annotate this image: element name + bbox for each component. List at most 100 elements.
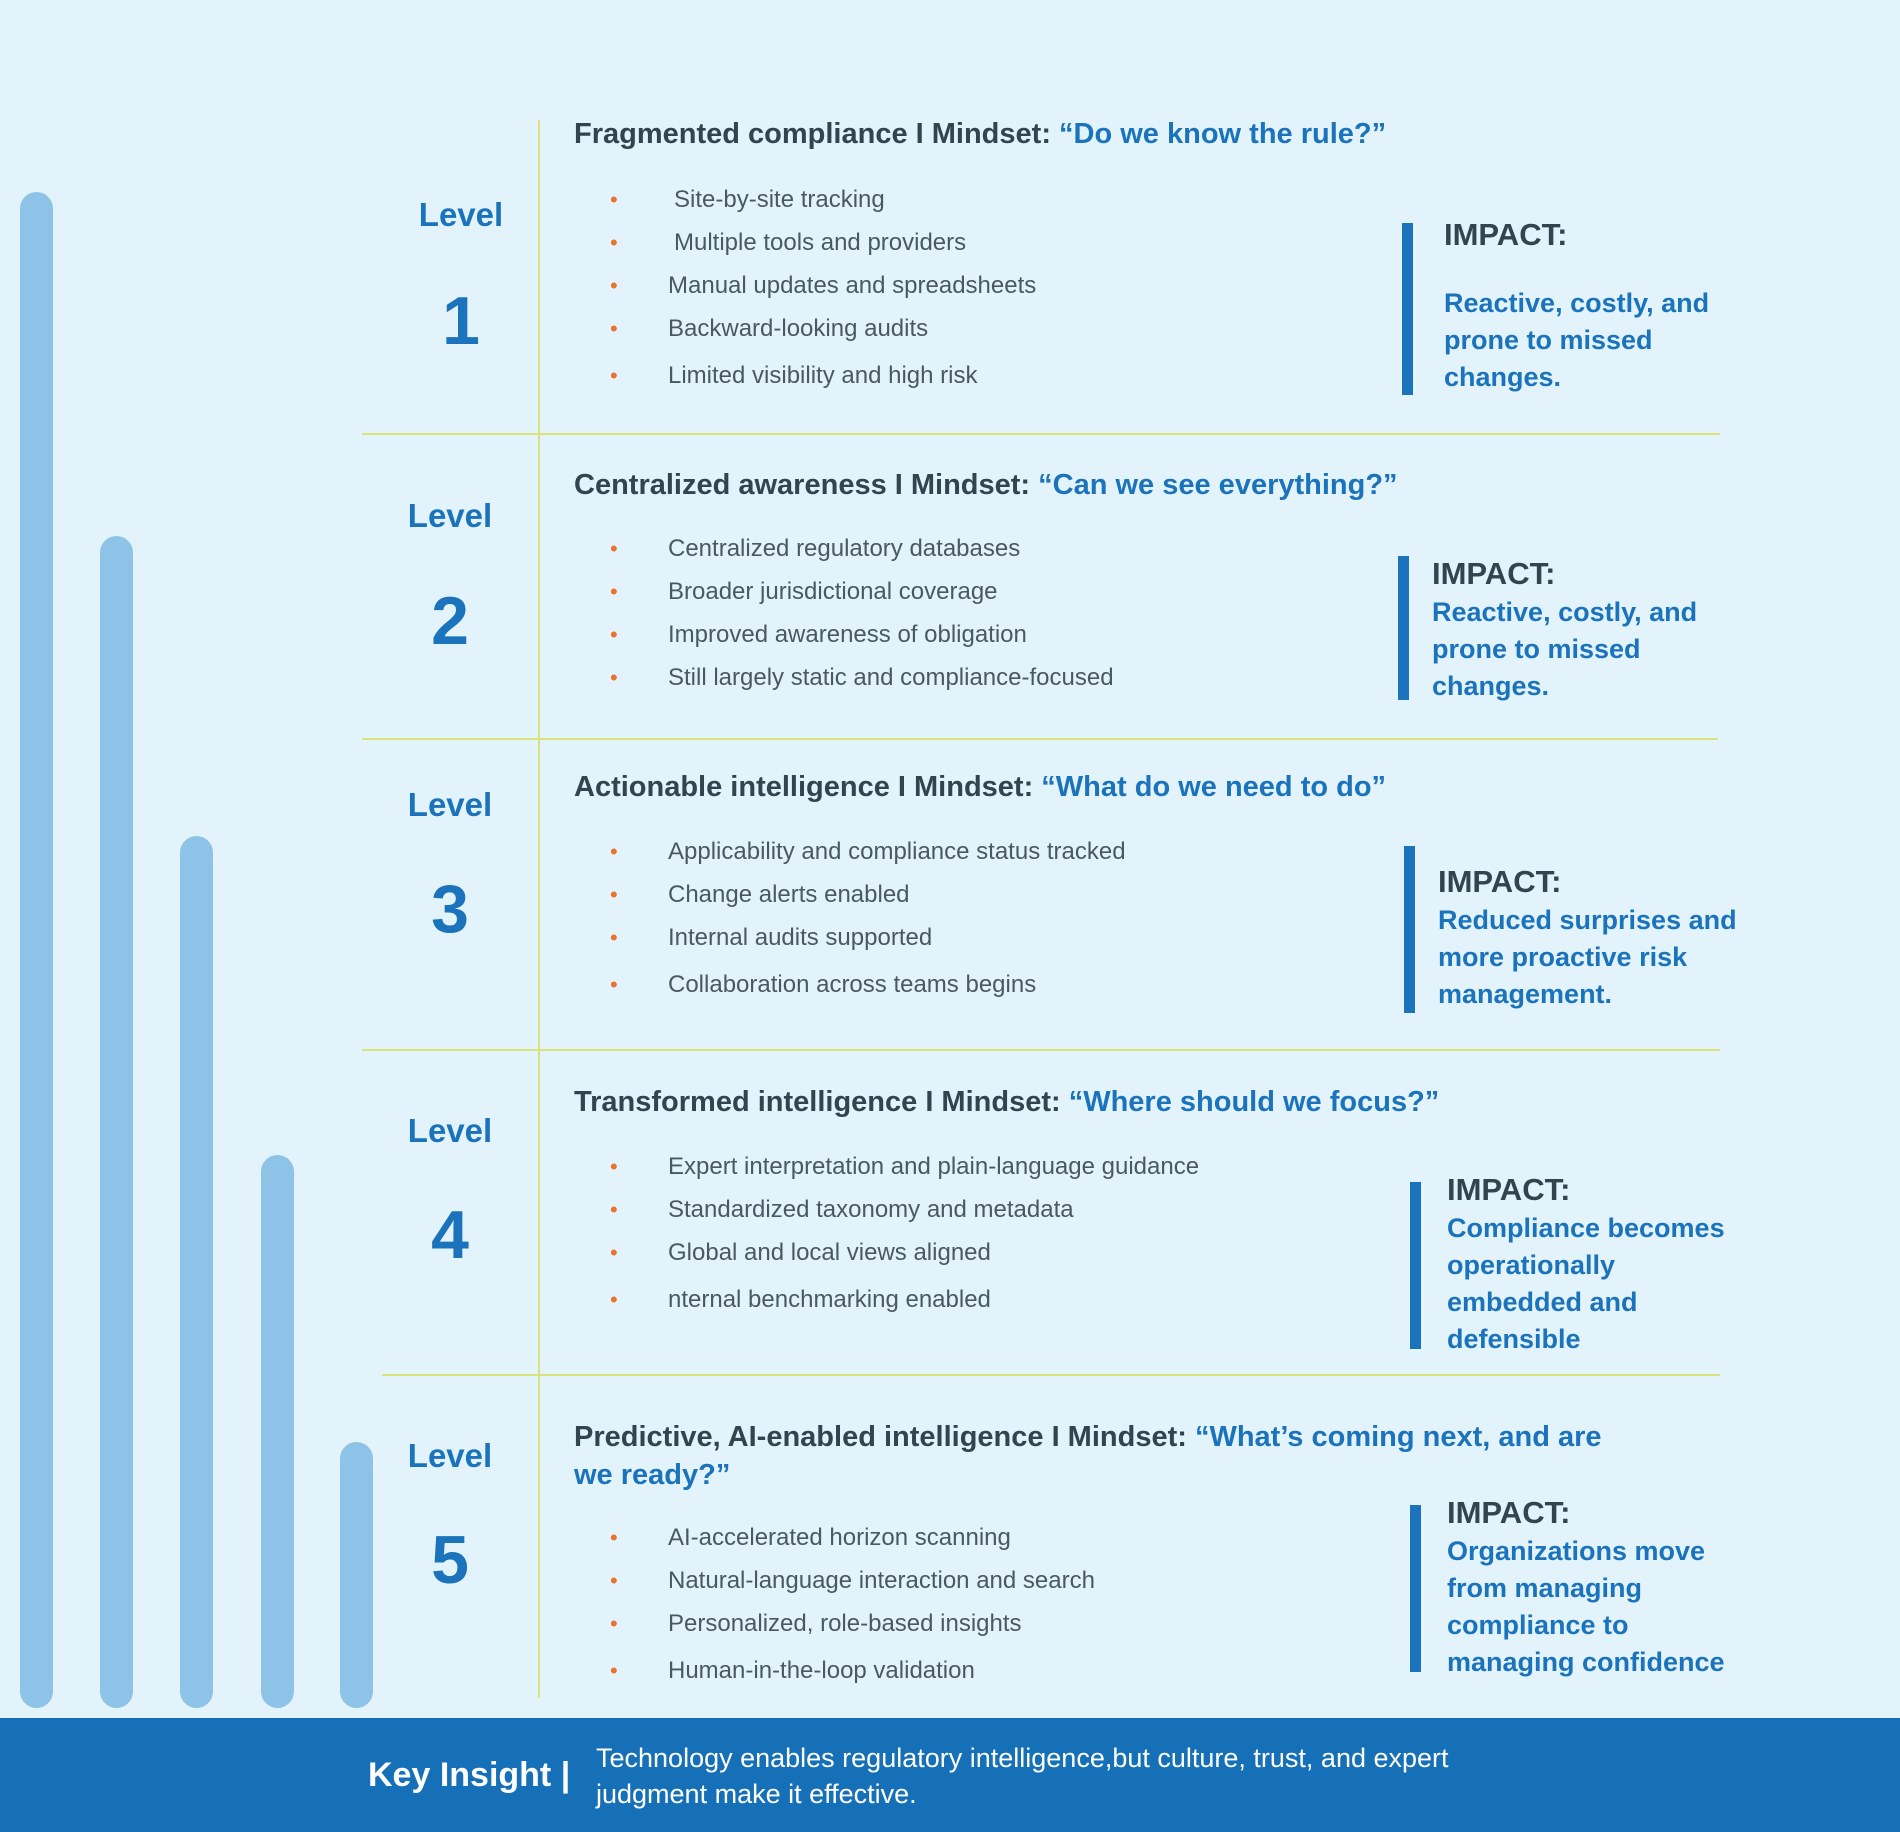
list-item: • Personalized, role-based insights [610,1602,1095,1645]
list-item: • Standardized taxonomy and metadata [610,1188,1199,1231]
key-insight-footer: Key Insight | Technology enables regulat… [0,1718,1900,1832]
level-number: 1 [442,283,480,359]
key-insight-text: Technology enables regulatory intelligen… [596,1743,1449,1809]
list-item: • Manual updates and spreadsheets [610,264,1036,307]
bullet-icon: • [610,1525,618,1550]
bullet-icon: • [610,536,618,561]
list-item: • Broader jurisdictional coverage [610,570,1114,613]
bullet-icon: • [610,1568,618,1593]
level-heading: Centralized awareness I Mindset: “Can we… [574,466,1624,504]
bullet-icon: • [610,579,618,604]
bullet-list: • Centralized regulatory databases • Broad… [610,527,1114,699]
impact-body: Compliance becomes operationally embedde… [1447,1213,1725,1354]
bullet-icon: • [610,363,618,388]
list-item: • Multiple tools and providers [610,221,1036,264]
bullet-icon: • [610,1611,618,1636]
level-heading: Predictive, AI-enabled intelligence I Mi… [574,1418,1614,1494]
level-label: Level [407,1437,493,1474]
level-heading: Transformed intelligence I Mindset: “Whe… [574,1083,1624,1121]
level-label: Level [418,196,504,233]
impact-title: IMPACT: [1447,1495,1571,1530]
mindset-question: “Can we see everything?” [1038,469,1398,501]
impact-body: Reactive, costly, and prone to missed ch… [1432,597,1698,701]
impact-title: IMPACT: [1444,217,1568,252]
bullet-icon: • [610,925,618,950]
impact-body: Organizations move from managing complia… [1447,1536,1725,1677]
bullet-icon: • [610,1240,618,1265]
bullet-icon: • [610,316,618,341]
heading-text: Centralized awareness I Mindset: [574,469,1039,501]
impact-title: IMPACT: [1447,1172,1571,1207]
heading-text: Fragmented compliance I Mindset: [574,118,1060,150]
list-item: • Centralized regulatory databases [610,527,1114,570]
list-item: • Limited visibility and high risk [610,350,1036,397]
bullet-icon: • [610,230,618,255]
mindset-question: “Do we know the rule?” [1059,118,1387,150]
level-heading: Actionable intelligence I Mindset: “What… [574,768,1624,806]
level-number: 3 [431,871,469,947]
maturity-bar-5 [340,1442,373,1708]
list-item: • Global and local views aligned [610,1231,1199,1274]
level-number: 2 [431,583,469,659]
bullet-list: • Applicability and compliance status tra… [610,830,1126,1006]
bullet-icon: • [610,1287,618,1312]
row-divider-1 [362,433,1720,435]
maturity-bar-3 [180,836,213,1708]
list-item: • Still largely static and compliance-foc… [610,656,1114,699]
bullet-list: • Expert interpretation and plain-languag… [610,1145,1199,1321]
impact-title: IMPACT: [1438,864,1562,899]
level-label: Level [407,497,493,534]
maturity-bar-2 [100,536,133,1708]
bullet-icon: • [610,1154,618,1179]
impact-rule [1402,223,1413,395]
heading-text: Actionable intelligence I Mindset: [574,771,1042,803]
impact-rule [1398,556,1409,700]
level-label: Level [407,786,493,823]
list-item: • Collaboration across teams begins [610,959,1126,1006]
level-number: 4 [431,1197,469,1273]
key-insight-label: Key Insight | [368,1756,571,1794]
list-item: • Change alerts enabled [610,873,1126,916]
maturity-bar-1 [20,192,53,1708]
mindset-question: “What do we need to do” [1041,771,1387,803]
maturity-bar-4 [261,1155,294,1708]
level-heading: Fragmented compliance I Mindset: “Do we … [574,115,1624,153]
bullet-icon: • [610,273,618,298]
list-item: • Expert interpretation and plain-languag… [610,1145,1199,1188]
list-item: • AI-accelerated horizon scanning [610,1516,1095,1559]
heading-text: Predictive, AI-enabled intelligence I Mi… [574,1421,1195,1453]
mindset-question: “Where should we focus?” [1068,1086,1440,1118]
row-divider-2 [362,738,1718,740]
bullet-icon: • [610,839,618,864]
mindset-question: “What’s coming next, and are we ready?” [574,1421,1602,1491]
bullet-icon: • [610,1658,618,1683]
level-label: Level [407,1112,493,1149]
bullet-icon: • [610,187,618,212]
impact-rule [1410,1505,1421,1672]
bullet-icon: • [610,972,618,997]
list-item: • Natural-language interaction and search [610,1559,1095,1602]
bullet-icon: • [610,665,618,690]
impact-body: Reduced surprises and more proactive ris… [1438,905,1737,1009]
list-item: • nternal benchmarking enabled [610,1274,1199,1321]
row-divider-3 [362,1049,1720,1051]
list-item: • Applicability and compliance status tra… [610,830,1126,873]
row-divider-4 [382,1374,1720,1376]
impact-rule [1410,1182,1421,1349]
impact-body: Reactive, costly, and prone to missed ch… [1444,288,1710,392]
heading-text: Transformed intelligence I Mindset: [574,1086,1069,1118]
impact-rule [1404,846,1415,1013]
list-item: • Improved awareness of obligation [610,613,1114,656]
bullet-icon: • [610,1197,618,1222]
bullet-icon: • [610,622,618,647]
list-item: • Internal audits supported [610,916,1126,959]
list-item: • Site-by-site tracking [610,178,1036,221]
vertical-divider [538,120,540,1698]
level-number: 5 [431,1522,469,1598]
list-item: • Human-in-the-loop validation [610,1645,1095,1692]
bullet-list: • Site-by-site tracking • Multiple tools a… [610,178,1036,397]
bullet-icon: • [610,882,618,907]
impact-title: IMPACT: [1432,556,1556,591]
bullet-list: • AI-accelerated horizon scanning • Natura… [610,1516,1095,1692]
list-item: • Backward-looking audits [610,307,1036,350]
